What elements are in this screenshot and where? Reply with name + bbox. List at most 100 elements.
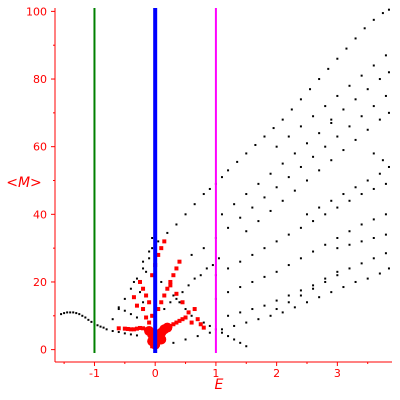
data-point xyxy=(275,145,278,148)
data-point xyxy=(360,74,363,77)
data-point xyxy=(299,125,302,128)
data-point xyxy=(245,321,248,324)
data-point xyxy=(287,233,290,236)
x-tick-label: -1 xyxy=(89,367,100,380)
data-point xyxy=(134,326,139,331)
data-point xyxy=(354,37,357,40)
data-point xyxy=(181,291,184,294)
data-point xyxy=(245,230,248,233)
data-point xyxy=(105,328,108,331)
data-point xyxy=(245,152,248,155)
data-point xyxy=(202,193,205,196)
data-point xyxy=(330,159,333,162)
data-point xyxy=(178,301,181,304)
data-point xyxy=(141,326,146,331)
data-point xyxy=(111,318,114,321)
data-point xyxy=(138,325,143,330)
data-point xyxy=(305,179,308,182)
data-point xyxy=(195,317,200,322)
data-point xyxy=(378,118,381,121)
data-point xyxy=(180,300,185,305)
data-point xyxy=(123,332,126,335)
tick-labels: -1 0 1 2 3 0 20 40 60 80 100 xyxy=(26,5,341,380)
data-point xyxy=(135,334,138,337)
data-point xyxy=(269,172,272,175)
data-point xyxy=(196,335,199,338)
data-point xyxy=(348,125,351,128)
data-point xyxy=(233,203,236,206)
data-point xyxy=(245,345,248,348)
data-point xyxy=(281,311,284,314)
data-point xyxy=(183,315,188,320)
data-point xyxy=(129,287,132,290)
data-point xyxy=(275,240,278,243)
data-point xyxy=(336,247,339,250)
data-point xyxy=(227,335,230,338)
data-point xyxy=(192,307,197,312)
data-point xyxy=(245,193,248,196)
data-point xyxy=(227,291,230,294)
data-point xyxy=(180,317,185,322)
data-point xyxy=(336,135,339,138)
data-point xyxy=(60,313,63,316)
data-point xyxy=(233,324,236,327)
data-point xyxy=(257,220,260,223)
data-point xyxy=(305,142,308,145)
data-point xyxy=(257,182,260,185)
data-point xyxy=(381,12,384,15)
data-point xyxy=(366,88,369,91)
data-point xyxy=(254,143,257,146)
data-point xyxy=(169,301,172,304)
data-point xyxy=(145,270,148,273)
data-point xyxy=(336,94,339,97)
data-point xyxy=(99,325,102,328)
y-tick-label: 20 xyxy=(33,276,47,289)
data-point xyxy=(159,246,164,251)
data-point xyxy=(159,300,164,305)
data-point xyxy=(293,189,296,192)
data-point xyxy=(312,155,315,158)
data-point xyxy=(129,313,132,316)
data-point xyxy=(299,226,302,229)
data-point xyxy=(198,322,203,327)
x-tick-label: 0 xyxy=(152,367,159,380)
data-point xyxy=(378,78,381,81)
data-point xyxy=(174,291,179,296)
data-point xyxy=(148,250,151,253)
data-point xyxy=(227,226,230,229)
data-point xyxy=(138,279,143,284)
data-point xyxy=(239,311,242,314)
data-point xyxy=(201,325,206,330)
data-point xyxy=(330,122,333,124)
data-point xyxy=(263,275,266,278)
data-point xyxy=(387,111,390,114)
data-point xyxy=(318,132,321,135)
data-point xyxy=(220,328,223,331)
data-point xyxy=(305,213,308,216)
data-point xyxy=(208,331,211,334)
data-point xyxy=(147,320,152,325)
data-point xyxy=(239,341,242,344)
data-point xyxy=(184,338,187,341)
data-point xyxy=(117,306,120,309)
data-point xyxy=(156,252,161,257)
y-tick-label: 40 xyxy=(33,208,47,221)
data-point xyxy=(251,308,254,311)
data-point xyxy=(372,152,375,155)
data-point xyxy=(354,280,357,283)
data-point xyxy=(131,327,136,332)
data-point xyxy=(187,284,190,287)
data-point xyxy=(122,326,127,331)
data-point xyxy=(263,196,266,199)
data-point xyxy=(360,115,363,118)
data-point xyxy=(281,118,284,121)
data-point xyxy=(239,216,242,219)
data-point xyxy=(141,307,146,312)
data-point xyxy=(175,223,178,226)
data-point xyxy=(193,203,196,206)
data-point xyxy=(287,294,290,297)
data-point xyxy=(324,277,327,280)
data-point xyxy=(186,310,191,315)
data-point xyxy=(387,165,390,168)
data-point xyxy=(378,272,381,275)
